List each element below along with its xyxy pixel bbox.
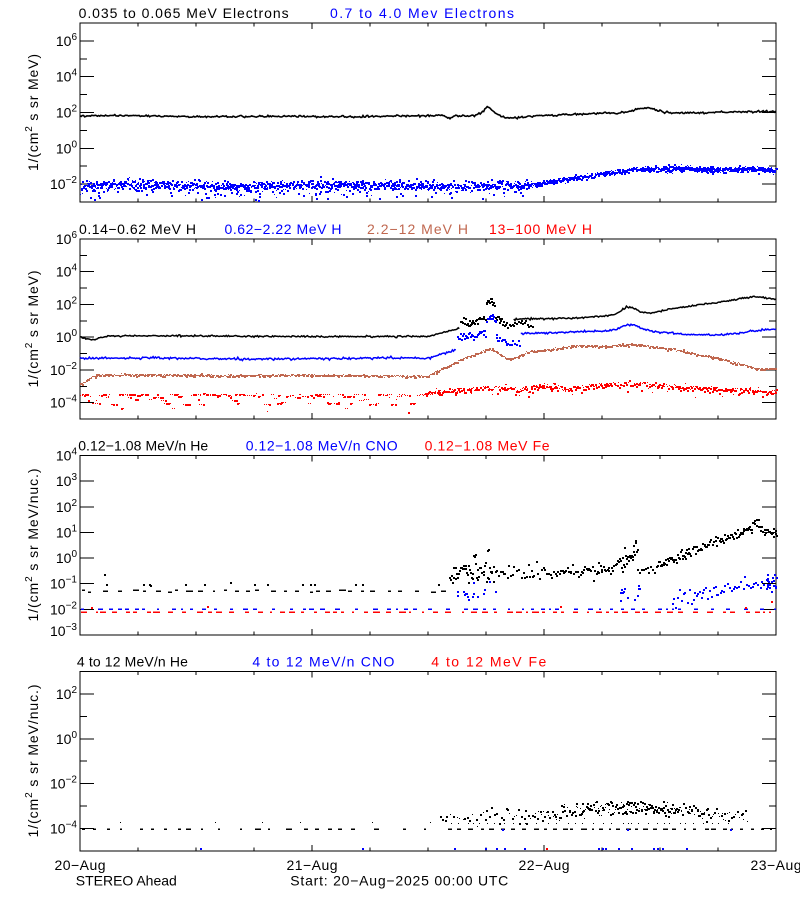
svg-text:13−100 MeV H: 13−100 MeV H (489, 221, 592, 237)
svg-text:20−Aug: 20−Aug (55, 857, 106, 873)
svg-text:4 to 12 MeV/n He: 4 to 12 MeV/n He (77, 654, 188, 670)
svg-text:1/(cm2 s sr MeV): 1/(cm2 s sr MeV) (24, 54, 41, 171)
svg-text:0.12−1.08 MeV Fe: 0.12−1.08 MeV Fe (425, 438, 550, 454)
svg-text:1/(cm2 s sr MeV): 1/(cm2 s sr MeV) (24, 271, 41, 388)
svg-text:0.14−0.62 MeV H: 0.14−0.62 MeV H (79, 221, 196, 237)
svg-text:23−Aug: 23−Aug (751, 857, 800, 873)
svg-text:0.12−1.08 MeV/n He: 0.12−1.08 MeV/n He (78, 438, 208, 454)
svg-text:Start: 20−Aug−2025 00:00 UTC: Start: 20−Aug−2025 00:00 UTC (290, 873, 508, 889)
svg-text:STEREO Ahead: STEREO Ahead (76, 873, 177, 889)
svg-text:0.7 to 4.0 Mev Electrons: 0.7 to 4.0 Mev Electrons (330, 5, 514, 21)
svg-text:22−Aug: 22−Aug (519, 857, 570, 873)
svg-text:21−Aug: 21−Aug (287, 857, 338, 873)
svg-text:1/(cm2 s sr MeV/nuc.): 1/(cm2 s sr MeV/nuc.) (24, 469, 41, 622)
svg-text:0.62−2.22 MeV H: 0.62−2.22 MeV H (225, 221, 342, 237)
svg-text:0.035 to 0.065 MeV Electrons: 0.035 to 0.065 MeV Electrons (79, 5, 289, 21)
svg-text:4 to 12 MeV/n CNO: 4 to 12 MeV/n CNO (252, 654, 394, 670)
svg-text:1/(cm2 s sr MeV/nuc.): 1/(cm2 s sr MeV/nuc.) (24, 685, 41, 838)
svg-text:2.2−12 MeV H: 2.2−12 MeV H (367, 221, 468, 237)
svg-text:4 to 12 MeV Fe: 4 to 12 MeV Fe (431, 654, 546, 670)
svg-text:0.12−1.08 MeV/n CNO: 0.12−1.08 MeV/n CNO (246, 438, 398, 454)
